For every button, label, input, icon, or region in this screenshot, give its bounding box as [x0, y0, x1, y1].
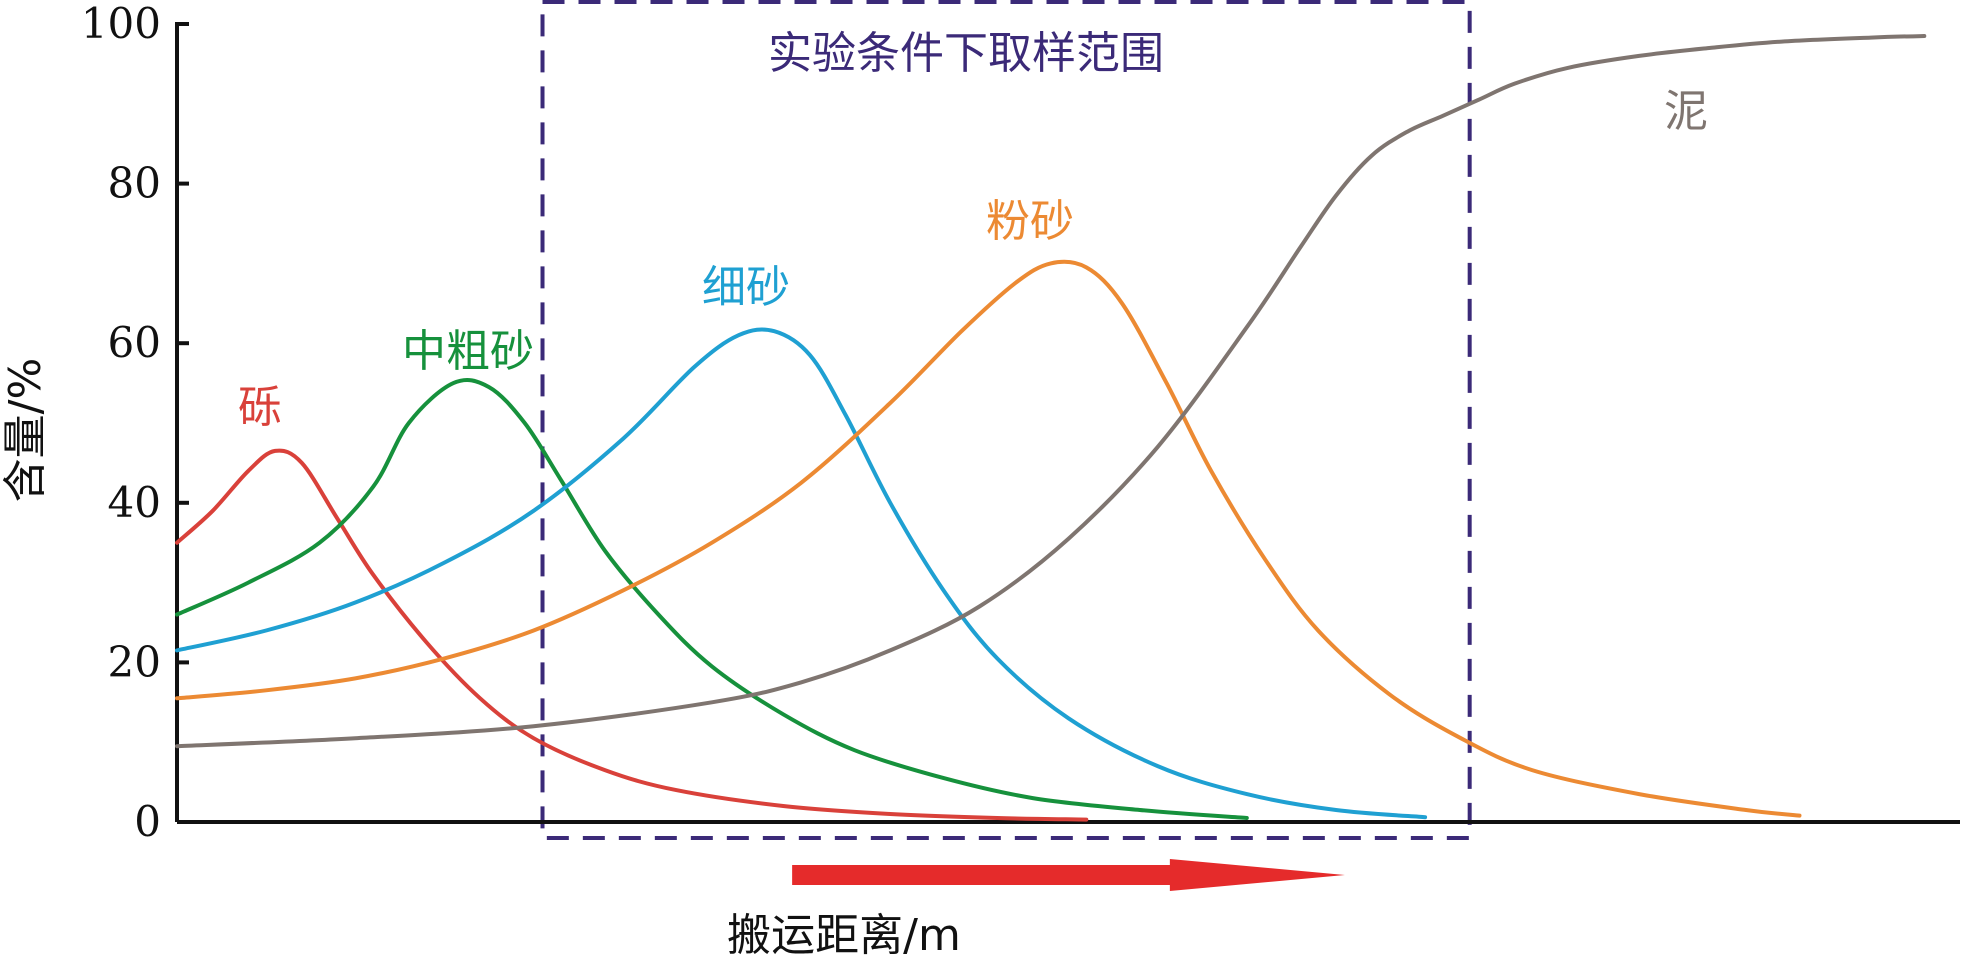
x-axis-title: 搬运距离/m: [727, 910, 961, 961]
y-axis-title: 含量/%: [0, 358, 51, 503]
y-tick-label-20: 20: [108, 637, 161, 686]
series-line-5: [175, 34, 1927, 749]
y-tick-label-100: 100: [81, 0, 161, 48]
y-tick-label-0: 0: [134, 797, 161, 846]
series-label-1: 砾: [238, 382, 282, 433]
plot-frame: 0 20 40 60 80 100: [81, 0, 1960, 891]
series-line-2: [175, 377, 1249, 820]
series-line-4: [175, 259, 1802, 818]
labels-layer: 砾 中粗砂 细砂 粉砂 泥: [238, 86, 1708, 433]
series-layer: [175, 34, 1927, 822]
y-tick-label-40: 40: [108, 478, 161, 527]
y-tick-label-80: 80: [108, 159, 161, 208]
sampling-range-label: 实验条件下取样范围: [768, 28, 1164, 79]
series-label-4: 粉砂: [986, 196, 1074, 247]
series-label-3: 细砂: [702, 262, 790, 313]
series-label-5: 泥: [1664, 86, 1708, 137]
sampling-range-box: [540, 0, 1472, 840]
y-tick-label-60: 60: [108, 318, 161, 367]
series-label-2: 中粗砂: [402, 326, 534, 377]
series-line-3: [175, 327, 1428, 820]
series-line-1: [175, 448, 1089, 822]
transport-direction-arrow: [792, 859, 1345, 891]
